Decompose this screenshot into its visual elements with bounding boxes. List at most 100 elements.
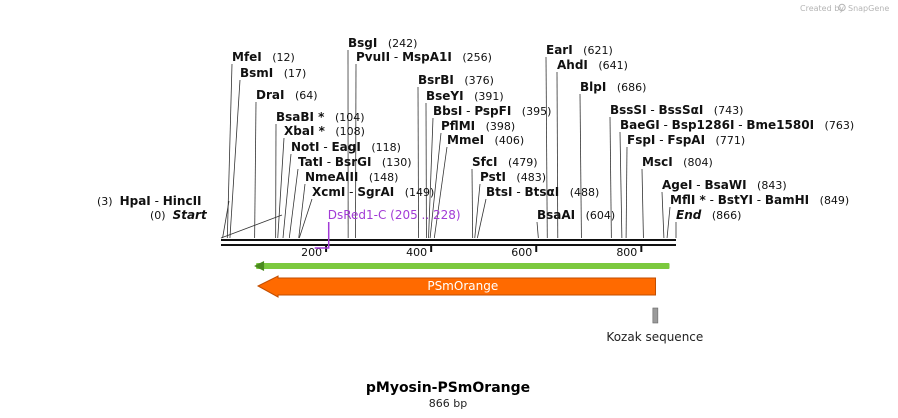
enzyme-site-mfei[interactable]: MfeI (12)	[232, 50, 295, 64]
enzyme-site-blpi[interactable]: BlpI (686)	[580, 80, 646, 94]
leader-line	[666, 206, 671, 239]
enzyme-site-bsaai[interactable]: BsaAI (604)	[537, 208, 615, 222]
snapgene-logo-icon	[838, 3, 846, 12]
leader-line	[641, 168, 644, 239]
enzyme-site-bseyi[interactable]: BseYI (391)	[426, 89, 504, 103]
leader-line	[254, 101, 257, 239]
leader-line	[220, 214, 283, 239]
enzyme-site-drai[interactable]: DraI (64)	[256, 88, 318, 102]
tick-label: 400	[406, 246, 427, 259]
leader-line	[226, 63, 233, 239]
enzyme-label: BsgI (242)	[348, 36, 417, 50]
enzyme-label: BsmI (17)	[240, 66, 306, 80]
feature-arrow	[256, 275, 657, 298]
enzyme-label: BbsI - PspFI (395)	[433, 104, 551, 118]
enzyme-label: AgeI - BsaWI (843)	[662, 178, 787, 192]
enzyme-site-bsrbi[interactable]: BsrBI (376)	[418, 73, 494, 87]
enzyme-label: BaeGI - Bsp1286I - Bme1580I (763)	[620, 118, 854, 132]
enzyme-label: MscI (804)	[642, 155, 713, 169]
enzyme-site-agei[interactable]: AgeI - BsaWI (843)	[662, 178, 787, 192]
enzyme-label: PstI (483)	[480, 170, 546, 184]
map-title: pMyosin-PSmOrange	[366, 380, 530, 396]
orf-arrow-icon	[254, 261, 265, 271]
enzyme-label: MmeI (406)	[447, 133, 524, 147]
enzyme-site-start[interactable]: (0) Start	[150, 208, 208, 222]
leader-line	[471, 168, 474, 239]
enzyme-site-end[interactable]: End (866)	[676, 208, 741, 222]
enzyme-label: BtsI - BtsαI (488)	[486, 185, 599, 199]
leader-line	[579, 93, 582, 239]
enzyme-label: NmeAIII (148)	[305, 170, 398, 184]
leader-line	[474, 183, 481, 239]
enzyme-site-bsmi[interactable]: BsmI (17)	[240, 66, 306, 80]
tick-label: 200	[301, 246, 322, 259]
enzyme-site-noti[interactable]: NotI - EagI (118)	[291, 140, 401, 154]
enzyme-label: XbaI * (108)	[284, 124, 365, 138]
enzyme-label: BssSI - BssSαI (743)	[610, 103, 743, 117]
enzyme-label: BsaAI (604)	[537, 208, 615, 222]
enzyme-site-fspi[interactable]: FspI - FspAI (771)	[627, 133, 745, 147]
enzyme-label: MflI * - BstYI - BamHI (849)	[670, 193, 849, 207]
leader-line	[477, 198, 487, 239]
enzyme-site-ahdi[interactable]: AhdI (641)	[557, 58, 628, 72]
enzyme-site-nmeaiii[interactable]: NmeAIII (148)	[305, 170, 398, 184]
primer-binding-site[interactable]: DsRed1-C (205 .. 228)	[314, 208, 461, 249]
enzyme-label: SfcI (479)	[472, 155, 538, 169]
enzyme-label: TatI - BsrGI (130)	[298, 155, 412, 169]
enzyme-site-mmei[interactable]: MmeI (406)	[447, 133, 524, 147]
enzyme-label: MfeI (12)	[232, 50, 295, 64]
watermark: Created by SnapGene	[800, 3, 889, 13]
enzyme-site-psti[interactable]: PstI (483)	[480, 170, 546, 184]
misc-feature-kozak[interactable]: Kozak sequence	[606, 307, 703, 344]
enzyme-label: FspI - FspAI (771)	[627, 133, 745, 147]
enzyme-site-bsssi[interactable]: BssSI - BssSαI (743)	[610, 103, 743, 117]
enzyme-site-eari[interactable]: EarI (621)	[546, 43, 613, 57]
enzyme-site-btsi[interactable]: BtsI - BtsαI (488)	[486, 185, 599, 199]
enzyme-label: XcmI - SgrAI (149)	[312, 185, 434, 199]
enzyme-site-pflmi[interactable]: PflMI (398)	[441, 119, 515, 133]
leader-line	[298, 183, 306, 239]
enzyme-label: (0) Start	[150, 208, 208, 222]
watermark-text: Created by	[800, 4, 844, 13]
enzyme-site-msci[interactable]: MscI (804)	[642, 155, 713, 169]
enzyme-label: BsrBI (376)	[418, 73, 494, 87]
leader-line	[429, 132, 442, 239]
enzyme-site-pvuii[interactable]: PvuII - MspA1I (256)	[356, 50, 492, 64]
enzyme-site-tati[interactable]: TatI - BsrGI (130)	[298, 155, 412, 169]
kozak-marker	[652, 307, 659, 324]
enzyme-site-sfci[interactable]: SfcI (479)	[472, 155, 538, 169]
enzyme-site-bsgi[interactable]: BsgI (242)	[348, 36, 417, 50]
feature-psmorange[interactable]: PSmOrange	[256, 275, 657, 298]
enzyme-site-hpai[interactable]: (3) HpaI - HincII	[97, 194, 202, 208]
enzyme-site-baegi[interactable]: BaeGI - Bsp1286I - Bme1580I (763)	[620, 118, 854, 132]
enzyme-site-mfli[interactable]: MflI * - BstYI - BamHI (849)	[670, 193, 849, 207]
leader-line	[433, 146, 448, 239]
leader-line	[545, 56, 548, 239]
enzyme-site-bsabi[interactable]: BsaBI * (104)	[276, 110, 365, 124]
leader-line	[536, 221, 539, 239]
enzyme-label: (3) HpaI - HincII	[97, 194, 202, 208]
enzyme-label: EarI (621)	[546, 43, 613, 57]
enzyme-label: BseYI (391)	[426, 89, 504, 103]
watermark-brand: SnapGene	[848, 4, 889, 13]
primer-label: DsRed1-C (205 .. 228)	[328, 208, 461, 222]
tick-label: 800	[616, 246, 637, 259]
leader-line	[556, 71, 559, 239]
leader-line	[288, 168, 299, 239]
ruler-ticks: 200 400 600 800	[301, 246, 643, 259]
enzyme-labels: (3) HpaI - HincII(0) Start MfeI (12) BsmI …	[97, 36, 854, 222]
enzyme-site-bbsi[interactable]: BbsI - PspFI (395)	[433, 104, 551, 118]
map-length: 866 bp	[429, 397, 467, 410]
enzyme-site-xcmi[interactable]: XcmI - SgrAI (149)	[312, 185, 434, 199]
orf-track[interactable]	[254, 261, 670, 271]
feature-label: PSmOrange	[427, 279, 498, 293]
leader-line	[277, 137, 285, 239]
enzyme-label: PflMI (398)	[441, 119, 515, 133]
leader-line	[625, 146, 628, 239]
enzyme-label: AhdI (641)	[557, 58, 628, 72]
leader-line	[428, 117, 434, 239]
enzyme-label: NotI - EagI (118)	[291, 140, 401, 154]
enzyme-leader-lines	[220, 49, 677, 239]
enzyme-site-xbai[interactable]: XbaI * (108)	[284, 124, 365, 138]
enzyme-label: PvuII - MspA1I (256)	[356, 50, 492, 64]
